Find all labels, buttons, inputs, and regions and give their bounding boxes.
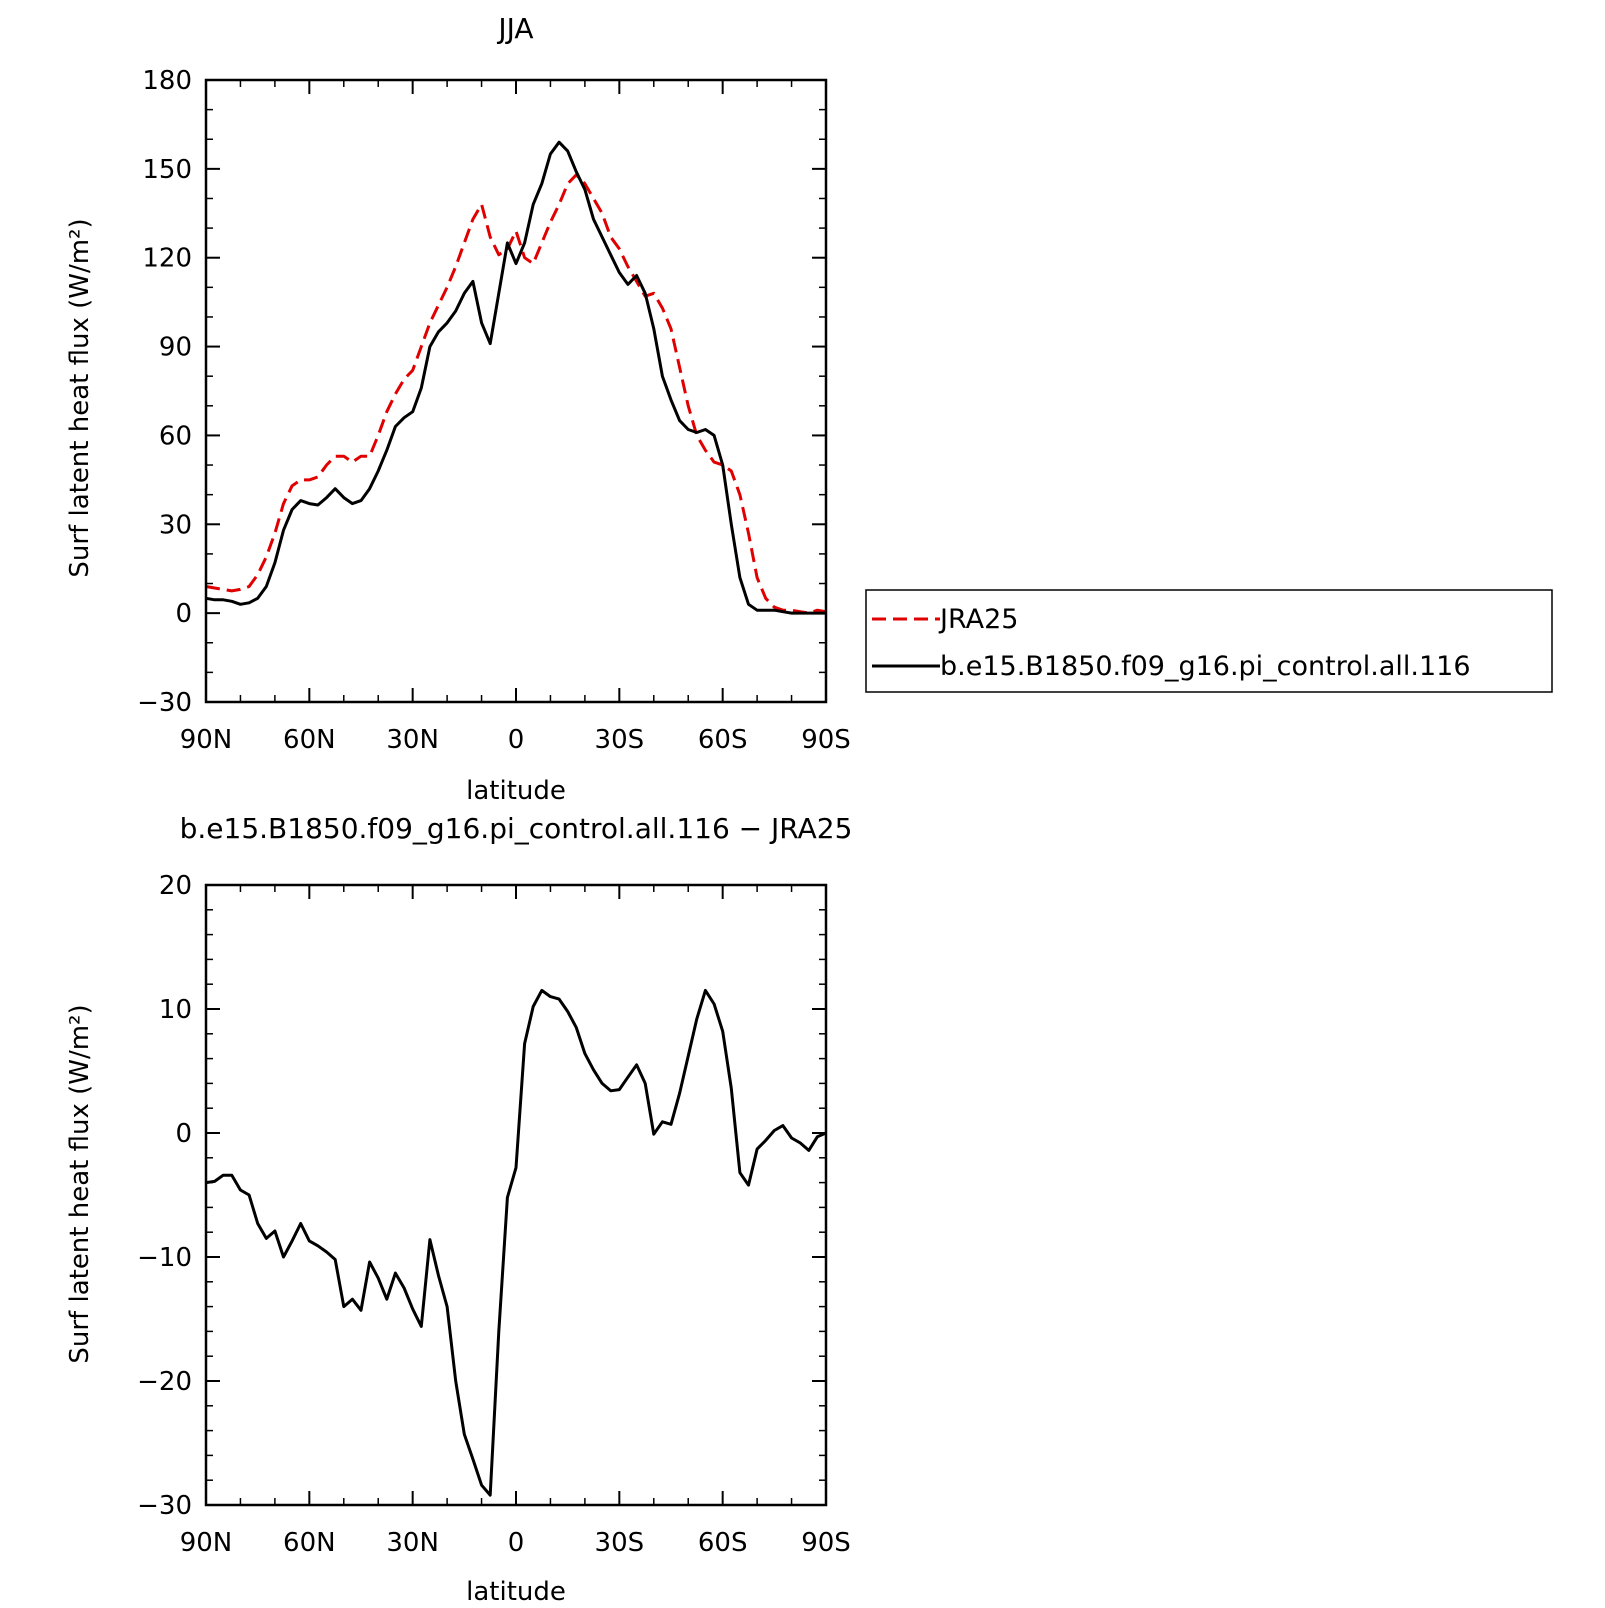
legend: JRA25 b.e15.B1850.f09_g16.pi_control.all…	[865, 589, 1553, 693]
legend-label-jra25: JRA25	[938, 604, 1018, 635]
y-axis-label: Surf latent heat flux (W/m²)	[65, 218, 95, 577]
x-tick-label: 60N	[283, 725, 336, 755]
x-tick-label: 30N	[386, 1528, 439, 1558]
x-tick-label: 60S	[698, 725, 748, 755]
x-tick-label: 30S	[595, 1528, 645, 1558]
chart-title: JJA	[496, 12, 533, 45]
y-tick-label: −10	[137, 1243, 192, 1273]
series-line-difference	[205, 988, 827, 1497]
y-axis-label: Surf latent heat flux (W/m²)	[65, 1004, 95, 1363]
y-tick-label: −20	[137, 1367, 192, 1397]
y-tick-label: 150	[142, 155, 192, 185]
chart-difference: b.e15.B1850.f09_g16.pi_control.all.116 −…	[65, 812, 852, 1607]
series-layer	[205, 988, 827, 1497]
x-tick-label: 0	[508, 1528, 525, 1558]
legend-box	[865, 589, 1553, 693]
series-layer	[205, 140, 827, 615]
chart-jja-latent-heat-flux: JJA Surf latent heat flux (W/m²) latitud…	[65, 12, 851, 806]
y-tick-label: 0	[175, 1119, 192, 1149]
x-tick-label: 90N	[180, 1528, 233, 1558]
chart-title: b.e15.B1850.f09_g16.pi_control.all.116 −…	[180, 812, 853, 845]
y-tick-label: 10	[159, 995, 192, 1025]
x-tick-label: 60S	[698, 1528, 748, 1558]
y-tick-label: −30	[137, 1491, 192, 1521]
y-tick-label: 120	[142, 244, 192, 274]
x-axis-label: latitude	[466, 776, 566, 806]
series-line-jra25	[205, 173, 827, 615]
x-tick-label: 30N	[386, 725, 439, 755]
x-tick-label: 30S	[595, 725, 645, 755]
plot-frame	[204, 883, 828, 1507]
plot-frame	[204, 78, 828, 704]
y-tick-label: 20	[159, 871, 192, 901]
y-tick-label: 90	[159, 333, 192, 363]
y-tick-label: 180	[142, 66, 192, 96]
y-tick-label: −30	[137, 688, 192, 718]
axis-ticks: −30 0 30 60 90 120 150 180 90N 60N 30N 0 30S 60S 90S	[137, 66, 851, 755]
legend-label-model: b.e15.B1850.f09_g16.pi_control.all.116	[940, 651, 1471, 682]
y-tick-label: 30	[159, 510, 192, 540]
y-tick-label: 60	[159, 421, 192, 451]
x-tick-label: 90S	[801, 725, 851, 755]
x-tick-label: 60N	[283, 1528, 336, 1558]
x-tick-label: 90S	[801, 1528, 851, 1558]
x-tick-label: 0	[508, 725, 525, 755]
y-tick-label: 0	[175, 599, 192, 629]
series-line-b-e15-b1850-f09-g16-pi-control-all-116	[205, 140, 826, 615]
x-tick-label: 90N	[180, 725, 233, 755]
axis-ticks: −30 −20 −10 0 10 20 90N 60N 30N 0 30S 60S 90S	[137, 871, 851, 1558]
x-axis-label: latitude	[466, 1577, 566, 1607]
